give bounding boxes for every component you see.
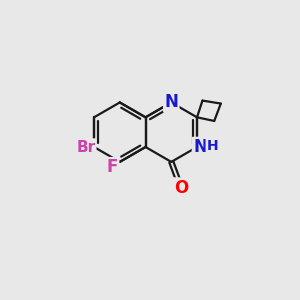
- Text: H: H: [207, 140, 218, 153]
- Text: Br: Br: [76, 140, 95, 154]
- Text: N: N: [164, 93, 178, 111]
- Text: N: N: [193, 138, 207, 156]
- Text: O: O: [174, 178, 188, 196]
- Text: F: F: [107, 158, 118, 176]
